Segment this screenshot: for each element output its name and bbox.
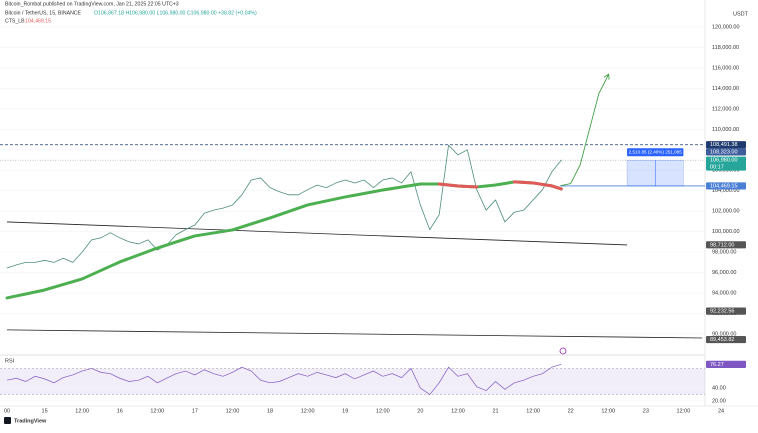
rsi-tick-label: 40.00: [712, 385, 726, 391]
price-label: 98,712.00: [710, 242, 734, 248]
y-tick-label: 102,000.00: [712, 209, 740, 215]
y-tick-label: 116,000.00: [712, 65, 739, 71]
x-tick-label: 16: [117, 408, 123, 414]
measure-label: 2,510.85 (2.40%) 251,085: [629, 149, 683, 154]
price-label: 92,232.56: [710, 309, 734, 315]
x-tick-label: 00: [4, 408, 10, 414]
price-label: 108,491.38: [710, 142, 738, 148]
x-tick-label: 12:00: [601, 408, 615, 414]
logo-icon: [4, 417, 11, 424]
x-tick-label: 12:00: [376, 408, 390, 414]
symbol: Bitcoin / TetherUS, 15, BINANCE: [5, 10, 82, 16]
x-tick-label: 12:00: [451, 408, 465, 414]
price-label: 106,980.00: [710, 158, 738, 164]
x-tick-label: 18: [267, 408, 273, 414]
x-tick-label: 12:00: [526, 408, 540, 414]
price-label-countdown: 00:17: [710, 164, 724, 170]
x-tick-label: 19: [342, 408, 348, 414]
y-tick-label: 96,000.00: [712, 270, 736, 276]
x-tick-label: 12:00: [75, 408, 89, 414]
y-tick-label: 112,000.00: [712, 106, 739, 112]
rsi-band: [0, 368, 705, 394]
price-label: 89,453.82: [710, 337, 734, 343]
x-tick-label: 12:00: [301, 408, 315, 414]
indicator-value: 104,469.15: [25, 18, 51, 24]
y-tick-label: 94,000.00: [712, 291, 736, 297]
x-tick-label: 24: [718, 408, 724, 414]
ohlc: O106,867.18 H106,980.00 L106,980.00 C106…: [94, 10, 257, 16]
price-label: 104,469.15: [710, 183, 738, 189]
y-tick-label: 98,000.00: [712, 250, 736, 256]
y-tick-label: 120,000.00: [712, 24, 740, 30]
logo: TradingView: [14, 418, 47, 424]
x-tick-label: 23: [643, 408, 649, 414]
y-tick-label: 118,000.00: [712, 45, 739, 51]
rsi-label: 76.27: [710, 362, 724, 368]
y-tick-label: 110,000.00: [712, 127, 739, 133]
price-label: 108,323.00: [710, 149, 738, 155]
x-tick-label: 15: [42, 408, 48, 414]
x-tick-label: 20: [417, 408, 423, 414]
x-tick-label: 12:00: [677, 408, 691, 414]
currency: USDT: [733, 11, 749, 17]
indicator-name: CTS_LB: [5, 18, 25, 24]
publisher: Bitcoin_Rombat published on TradingView.…: [5, 1, 179, 7]
x-tick-label: 22: [568, 408, 574, 414]
rsi-title: RSI: [5, 358, 15, 364]
y-tick-label: 114,000.00: [712, 86, 739, 92]
y-tick-label: 100,000.00: [712, 229, 740, 235]
rsi-tick-label: 20.00: [712, 399, 726, 405]
x-tick-label: 21: [492, 408, 498, 414]
x-tick-label: 17: [192, 408, 198, 414]
x-tick-label: 12:00: [150, 408, 164, 414]
x-tick-label: 12:00: [226, 408, 240, 414]
